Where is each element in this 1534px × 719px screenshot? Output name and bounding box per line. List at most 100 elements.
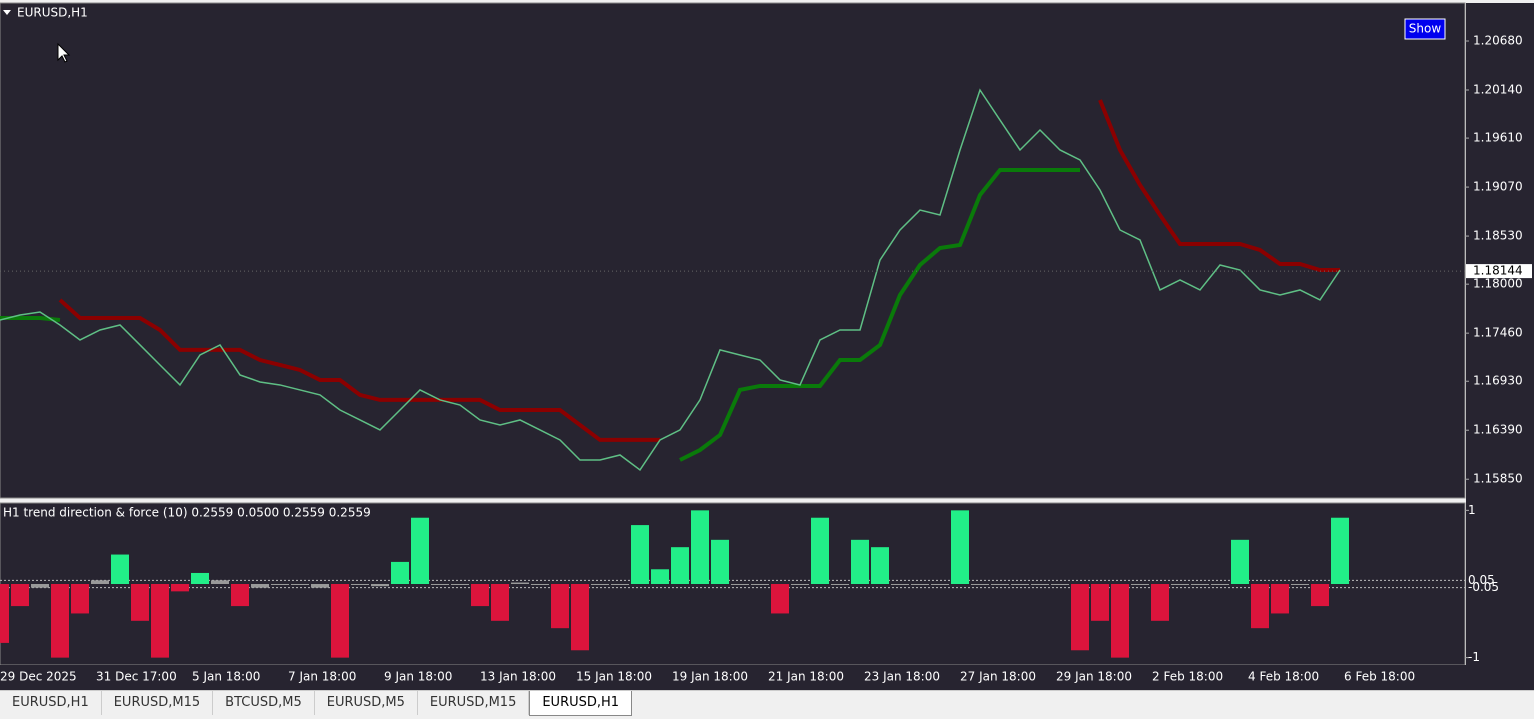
force-bar — [1331, 517, 1349, 584]
time-label: 9 Jan 18:00 — [384, 670, 452, 684]
force-bar — [1191, 584, 1209, 585]
indicator-label: H1 trend direction & force (10) 0.2559 0… — [3, 506, 371, 520]
force-bar — [51, 584, 69, 658]
force-bar — [111, 554, 129, 584]
force-bar — [631, 525, 649, 584]
force-bar — [1311, 584, 1329, 607]
force-bar — [451, 584, 469, 585]
force-bar — [591, 584, 609, 585]
y-tick-label: 1.15850 — [1473, 472, 1523, 486]
force-bar — [871, 547, 889, 584]
force-bar — [271, 584, 289, 585]
time-label: 29 Jan 18:00 — [1056, 670, 1132, 684]
force-bar — [811, 517, 829, 584]
force-bar — [551, 584, 569, 629]
time-label: 4 Feb 18:00 — [1248, 670, 1319, 684]
force-bar — [891, 584, 909, 585]
force-bar — [71, 584, 89, 614]
force-bar — [1111, 584, 1129, 658]
force-bar — [1291, 584, 1309, 585]
time-label: 27 Jan 18:00 — [960, 670, 1036, 684]
y-tick-label: 1.20680 — [1473, 34, 1523, 48]
force-bar — [951, 510, 969, 584]
y-tick-label: 1.18000 — [1473, 277, 1523, 291]
tab[interactable]: EURUSD,M15 — [102, 691, 214, 715]
price-panel — [0, 2, 1466, 499]
force-bar — [1051, 584, 1069, 585]
force-bar — [311, 584, 329, 588]
y-tick-label: 1.19070 — [1473, 180, 1523, 194]
force-bar — [31, 584, 49, 588]
time-label: 23 Jan 18:00 — [864, 670, 940, 684]
tab[interactable]: EURUSD,M5 — [315, 691, 418, 715]
force-bar — [831, 584, 849, 585]
y-tick-label: 1.16390 — [1473, 423, 1523, 437]
force-bar — [1071, 584, 1089, 651]
force-bar — [371, 584, 389, 587]
y-tick-label: 1.19610 — [1473, 131, 1523, 145]
tab[interactable]: BTCUSD,M5 — [213, 691, 315, 715]
y-tick-label: -0.05 — [1468, 580, 1499, 594]
force-bar — [1131, 584, 1149, 585]
time-label: 6 Feb 18:00 — [1344, 670, 1415, 684]
force-bar — [151, 584, 169, 658]
current-price-box — [1466, 264, 1532, 279]
time-label: 19 Jan 18:00 — [672, 670, 748, 684]
y-tick-label: 1.17460 — [1473, 326, 1523, 340]
force-bar — [511, 582, 529, 584]
force-bar — [351, 584, 369, 585]
force-bar — [491, 584, 509, 621]
force-bar — [411, 517, 429, 584]
y-tick-label: 0.05 — [1468, 573, 1495, 587]
force-bar — [531, 584, 549, 585]
time-label: 13 Jan 18:00 — [480, 670, 556, 684]
y-tick-label: 1.20140 — [1473, 83, 1523, 97]
collapse-icon[interactable] — [3, 10, 11, 15]
force-bar — [471, 584, 489, 607]
force-bar — [131, 584, 149, 621]
tab[interactable]: EURUSD,H1 — [0, 691, 102, 715]
tab-bar: EURUSD,H1 EURUSD,M15 BTCUSD,M5 EURUSD,M5 EUR… — [0, 690, 1534, 719]
force-bar — [931, 584, 949, 585]
force-bar — [771, 584, 789, 614]
force-bar — [1151, 584, 1169, 621]
time-label: 31 Dec 17:00 — [96, 670, 177, 684]
show-button-label[interactable]: Show — [1409, 22, 1442, 36]
time-label: 5 Jan 18:00 — [192, 670, 260, 684]
force-bar — [331, 584, 349, 658]
force-bar — [291, 584, 309, 585]
upper-stop-line — [58, 99, 1340, 442]
tab[interactable]: EURUSD,H1 — [529, 691, 633, 716]
force-bar — [991, 584, 1009, 585]
force-bar — [1251, 584, 1269, 629]
force-bar — [711, 539, 729, 584]
force-bar — [1211, 584, 1229, 585]
force-bar — [691, 510, 709, 584]
force-bar — [251, 584, 269, 588]
price-line — [0, 88, 1341, 472]
force-bar — [731, 584, 749, 585]
y-tick-label: 1.16930 — [1473, 374, 1523, 388]
y-tick-label: 1 — [1468, 503, 1476, 517]
time-label: 29 Dec 2025 — [0, 670, 77, 684]
tab[interactable]: EURUSD,M15 — [418, 691, 530, 715]
force-bar — [1171, 584, 1189, 585]
symbol-title: EURUSD,H1 — [17, 6, 88, 20]
force-bar — [0, 584, 9, 643]
force-bar — [91, 580, 109, 584]
force-bar — [791, 584, 809, 585]
force-bar — [751, 584, 769, 585]
force-bar — [1091, 584, 1109, 621]
time-axis — [0, 665, 1534, 690]
force-bar — [611, 584, 629, 585]
force-bar — [431, 584, 449, 585]
price-axis — [1466, 3, 1534, 665]
force-bar — [231, 584, 249, 607]
show-button[interactable] — [1404, 18, 1446, 40]
force-bar — [1271, 584, 1289, 614]
force-bar — [1011, 584, 1029, 585]
force-bar — [651, 569, 669, 584]
force-bar — [1031, 584, 1049, 585]
force-bar — [11, 584, 29, 607]
